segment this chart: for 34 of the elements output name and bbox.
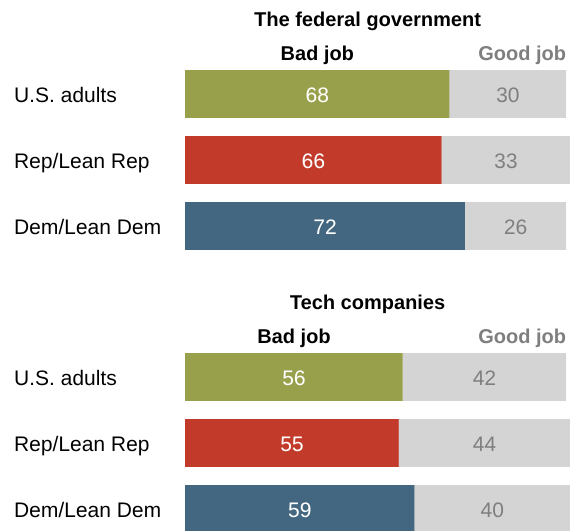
chart-title: The federal government <box>254 9 482 31</box>
bar <box>449 70 566 118</box>
data-label: 72 <box>313 216 337 239</box>
data-label: 66 <box>302 150 326 173</box>
data-label: 42 <box>472 367 496 390</box>
bar <box>185 136 442 184</box>
data-label: 33 <box>494 150 518 173</box>
y-tick-label: U.S. adults <box>14 367 117 390</box>
bar <box>402 353 566 401</box>
bar <box>185 419 399 467</box>
series-label: Bad job <box>280 43 354 65</box>
bar <box>398 419 570 467</box>
bar <box>185 353 403 401</box>
data-label: 44 <box>472 433 496 456</box>
bar <box>185 202 465 250</box>
data-label: 68 <box>306 84 329 107</box>
data-label: 55 <box>280 433 304 456</box>
y-tick-label: Dem/Lean Dem <box>14 499 162 522</box>
bar <box>465 202 566 250</box>
data-label: 26 <box>504 216 528 239</box>
data-label: 30 <box>496 84 520 107</box>
data-label: 40 <box>480 499 504 522</box>
chart-title: Tech companies <box>290 292 446 314</box>
y-tick-label: Dem/Lean Dem <box>14 216 162 239</box>
series-label: Good job <box>478 43 566 65</box>
y-tick-label: Rep/Lean Rep <box>14 433 150 456</box>
data-label: 56 <box>282 367 306 390</box>
data-label: 59 <box>288 499 312 522</box>
y-tick-label: U.S. adults <box>14 84 117 107</box>
bar <box>185 70 450 118</box>
bar <box>442 136 570 184</box>
y-tick-label: Rep/Lean Rep <box>14 150 150 173</box>
series-label: Bad job <box>257 326 331 348</box>
series-label: Good job <box>478 326 566 348</box>
